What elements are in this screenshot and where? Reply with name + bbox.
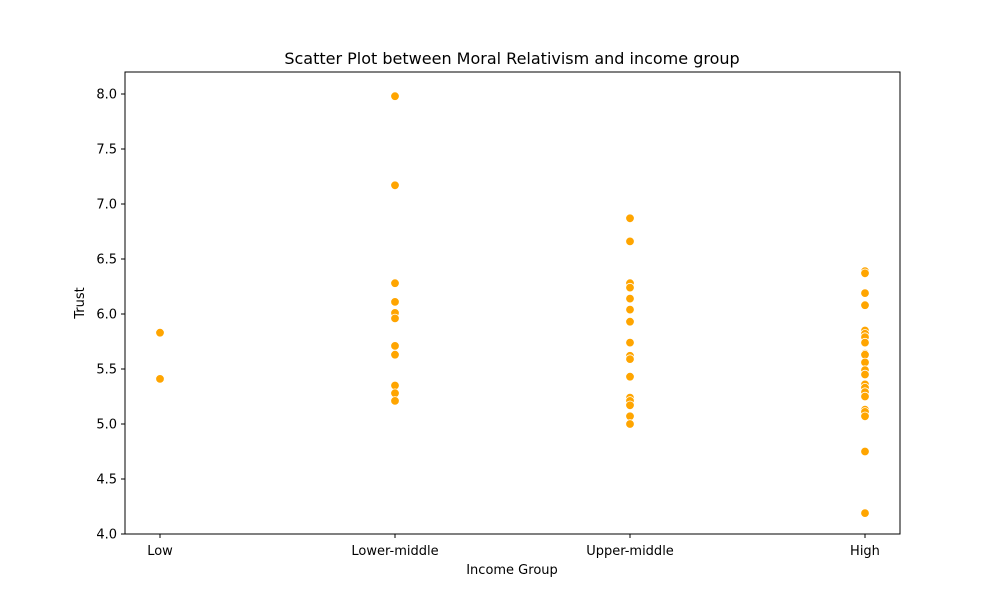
scatter-point	[860, 411, 870, 422]
scatter-point	[625, 293, 635, 304]
y-tick-label: 4.5	[96, 473, 117, 488]
x-axis: Low Lower-middle Upper-middle High	[147, 534, 880, 559]
scatter-point	[860, 391, 870, 402]
x-tick-label: High	[850, 544, 880, 559]
y-tick-label: 5.0	[96, 418, 117, 433]
scatter-point	[155, 328, 165, 338]
axes-frame	[124, 71, 901, 535]
y-tick-label: 8.0	[96, 88, 117, 103]
scatter-point	[860, 446, 870, 457]
scatter-point	[390, 278, 400, 288]
y-tick-label: 5.5	[96, 363, 117, 378]
scatter-point	[860, 268, 870, 279]
scatter-point	[625, 213, 635, 224]
chart-title: Scatter Plot between Moral Relativism an…	[284, 49, 739, 68]
scatter-point	[390, 313, 400, 324]
scatter-point	[625, 354, 635, 364]
y-tick-label: 4.0	[96, 528, 117, 543]
scatter-point	[860, 508, 870, 518]
scatter-point	[625, 282, 635, 293]
scatter-point	[860, 300, 870, 310]
y-tick-label: 6.0	[96, 308, 117, 323]
y-axis: 4.0 4.5 5.0 5.5 6.0 6.5 7.0 7.5 8.0	[96, 88, 125, 543]
y-tick-label: 6.5	[96, 253, 117, 268]
x-axis-label: Income Group	[466, 563, 558, 578]
scatter-point	[625, 400, 635, 411]
scatter-point	[390, 297, 400, 307]
scatter-point	[625, 337, 635, 348]
scatter-point	[390, 341, 400, 351]
scatter-points	[155, 91, 870, 518]
y-tick-label: 7.5	[96, 143, 117, 158]
scatter-point	[860, 337, 870, 348]
scatter-point	[860, 288, 870, 298]
scatter-point	[390, 396, 400, 406]
scatter-point	[390, 350, 400, 360]
x-tick-label: Upper-middle	[586, 544, 674, 559]
y-axis-label: Trust	[73, 287, 88, 319]
scatter-point	[390, 180, 400, 191]
x-tick-label: Low	[147, 544, 173, 559]
plot-area	[124, 71, 901, 535]
scatter-point	[860, 369, 870, 380]
scatter-point	[625, 419, 635, 429]
x-tick-label: Lower-middle	[351, 544, 438, 559]
y-tick-label: 7.0	[96, 198, 117, 213]
scatter-point	[625, 304, 635, 315]
scatter-point	[625, 372, 635, 382]
scatter-point	[390, 91, 400, 101]
scatter-point	[625, 236, 635, 247]
scatter-point	[155, 374, 165, 384]
scatter-point	[625, 317, 635, 327]
